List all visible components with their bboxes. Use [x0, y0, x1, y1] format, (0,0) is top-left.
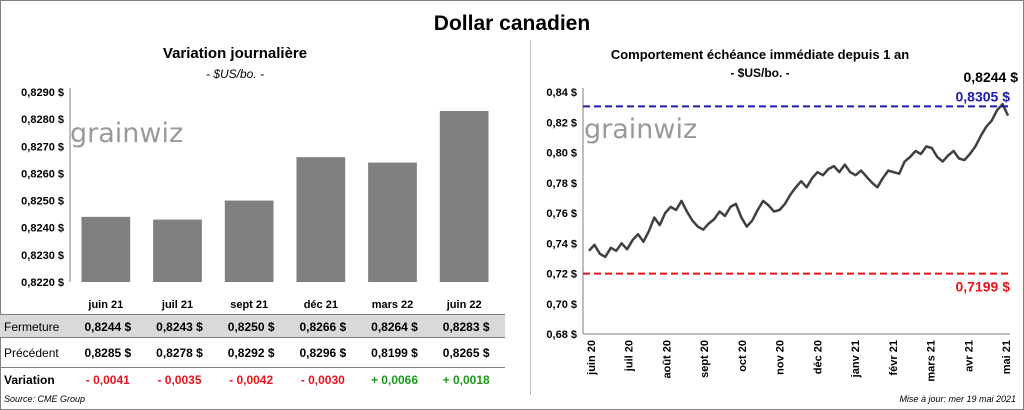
x-tick-label: févr 21: [888, 340, 900, 375]
x-tick-label: mai 21: [1001, 340, 1013, 374]
bar-5: [439, 111, 489, 282]
row-label-fermeture: Fermeture: [4, 320, 60, 334]
bar-4: [368, 162, 417, 282]
row-label-precedent: Précédent: [4, 346, 59, 360]
table-row-variation: Variation - 0,0041 - 0,0035 - 0,0042 - 0,00…: [0, 367, 505, 391]
y-tick-label: 0,72 $: [546, 269, 577, 281]
y-tick-label: 0,68 $: [546, 329, 577, 341]
bar-1: [153, 219, 202, 282]
x-tick-label: juin 22: [446, 299, 482, 311]
watermark-left: grainwiz: [70, 118, 183, 149]
series-line: [588, 102, 1010, 259]
right-chart-title: Comportement échéance immédiate depuis 1…: [610, 47, 910, 62]
cell-fermeture: 0,8283 $: [442, 320, 490, 334]
update-note: Mise à jour: mer 19 mai 2021: [899, 394, 1016, 404]
y-tick-label: 0,8250 $: [21, 196, 64, 208]
cell-fermeture: 0,8264 $: [371, 320, 418, 334]
bar-0: [81, 216, 131, 282]
row-label-variation: Variation: [4, 373, 55, 387]
y-tick-label: 0,8240 $: [21, 223, 64, 235]
cell-variation: - 0,0035: [157, 373, 202, 387]
cell-variation: - 0,0030: [300, 373, 345, 387]
cell-fermeture: 0,8266 $: [299, 320, 347, 334]
y-tick-label: 0,8290 $: [21, 87, 64, 99]
table-row-precedent: Précédent 0,8285 $ 0,8278 $ 0,8292 $ 0,8296…: [0, 341, 505, 365]
y-tick-label: 0,76 $: [546, 208, 577, 220]
cell-precedent: 0,8285 $: [84, 346, 132, 360]
cell-variation: - 0,0041: [85, 373, 130, 387]
y-tick-label: 0,8280 $: [21, 114, 64, 126]
y-tick-label: 0,80 $: [546, 148, 577, 160]
x-tick-label: nov 20: [775, 340, 787, 375]
table-row-fermeture: Fermeture 0,8244 $ 0,8243 $ 0,8250 $ 0,8266…: [0, 314, 505, 338]
cell-precedent: 0,8296 $: [299, 346, 347, 360]
reference-label-0: 0,8305 $: [956, 88, 1011, 104]
cell-precedent: 0,8292 $: [227, 346, 275, 360]
x-tick-label: juil 20: [624, 340, 636, 372]
last-value-label: 0,8244 $: [964, 69, 1019, 85]
x-tick-label: mars 21: [926, 340, 938, 382]
x-tick-label: juin 20: [586, 340, 598, 376]
cell-fermeture: 0,8250 $: [227, 320, 275, 334]
cell-precedent: 0,8278 $: [156, 346, 203, 360]
y-tick-label: 0,74 $: [546, 238, 577, 250]
y-tick-label: 0,8220 $: [21, 277, 64, 289]
y-tick-label: 0,8260 $: [21, 168, 64, 180]
main-title: Dollar canadien: [433, 12, 591, 35]
bar-2: [224, 200, 274, 282]
y-tick-label: 0,8270 $: [21, 141, 64, 153]
panel-divider: [530, 40, 531, 395]
x-tick-label: juil 21: [161, 299, 193, 311]
source-note: Source: CME Group: [4, 394, 86, 404]
x-tick-label: sept 20: [699, 340, 711, 378]
watermark-right: grainwiz: [584, 114, 697, 145]
bar-3: [296, 157, 346, 282]
y-tick-label: 0,84 $: [546, 87, 577, 99]
cell-fermeture: 0,8244 $: [84, 320, 132, 334]
x-tick-label: déc 21: [304, 299, 338, 311]
cell-variation: + 0,0066: [370, 373, 419, 387]
x-tick-label: juin 21: [87, 299, 123, 311]
reference-label-1: 0,7199 $: [956, 279, 1011, 295]
y-tick-label: 0,78 $: [546, 178, 577, 190]
cell-variation: + 0,0018: [442, 373, 490, 387]
x-tick-label: oct 20: [737, 340, 749, 372]
bar-chart: grainwiz 0,8220 $ 0,8230 $ 0,8240 $ 0,8250 …: [21, 87, 489, 311]
x-tick-label: déc 20: [812, 340, 824, 374]
x-tick-label: janv 21: [850, 340, 862, 378]
y-tick-label: 0,8230 $: [21, 250, 64, 262]
y-tick-label: 0,70 $: [546, 299, 577, 311]
cell-variation: - 0,0042: [229, 373, 274, 387]
cell-fermeture: 0,8243 $: [156, 320, 203, 334]
x-tick-label: mars 22: [372, 299, 414, 311]
left-chart-subtitle: - $US/bo. -: [205, 67, 265, 81]
right-chart-subtitle: - $US/bo. -: [730, 66, 790, 80]
x-tick-label: avr 21: [963, 340, 975, 372]
y-tick-label: 0,82 $: [546, 117, 577, 129]
x-tick-label: sept 21: [230, 299, 268, 311]
left-chart-title: Variation journalière: [162, 45, 308, 62]
cell-precedent: 0,8265 $: [442, 346, 490, 360]
cell-precedent: 0,8199 $: [371, 346, 418, 360]
x-tick-label: août 20: [661, 340, 673, 379]
